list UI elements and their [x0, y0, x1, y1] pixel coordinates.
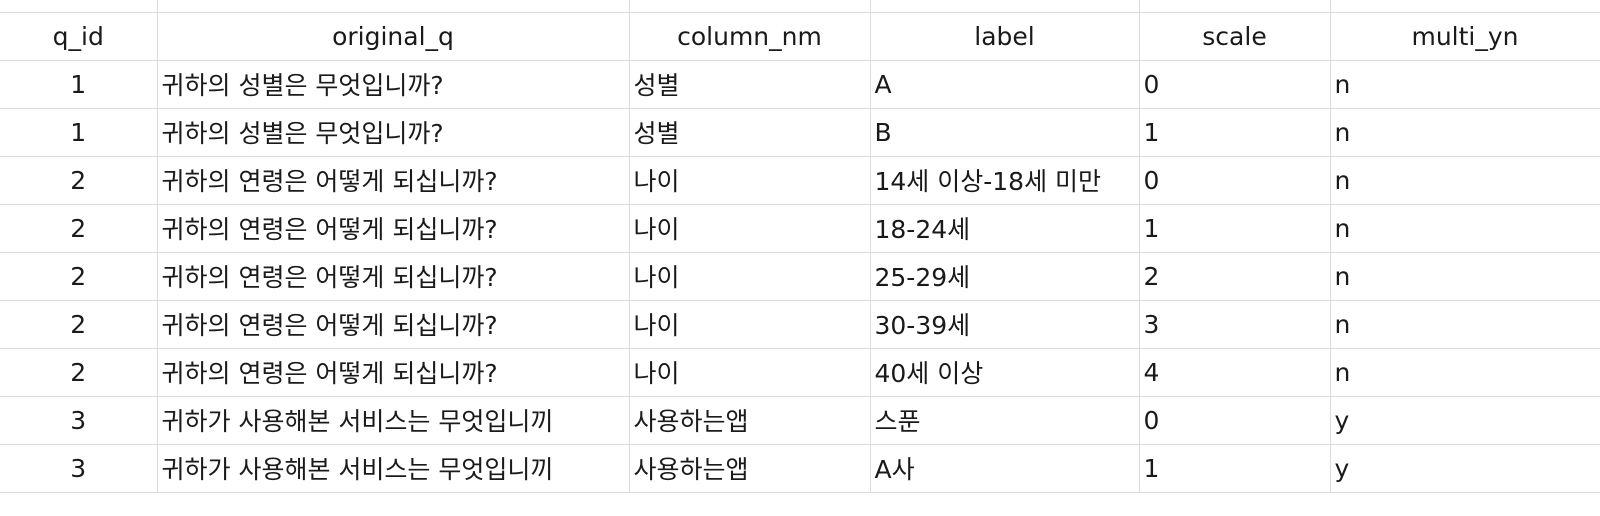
cell-scale[interactable]: 1	[1139, 444, 1331, 493]
cell[interactable]	[870, 0, 1140, 13]
cell-q-id[interactable]: 2	[0, 300, 158, 349]
partial-row	[0, 0, 1600, 13]
cell-scale[interactable]: 1	[1139, 108, 1331, 157]
cell[interactable]	[1139, 0, 1331, 13]
cell-column-nm[interactable]: 성별	[629, 108, 871, 157]
cell-q-id[interactable]: 2	[0, 348, 158, 397]
cell-scale[interactable]: 2	[1139, 252, 1331, 301]
cell-original-q[interactable]: 귀하의 연령은 어떻게 되십니까?	[157, 156, 630, 205]
cell-column-nm[interactable]: 나이	[629, 348, 871, 397]
cell-label[interactable]: A	[870, 60, 1140, 109]
table-row: 1 귀하의 성별은 무엇입니까? 성별 B 1 n	[0, 108, 1600, 157]
cell-original-q[interactable]: 귀하의 연령은 어떻게 되십니까?	[157, 300, 630, 349]
table-row: 2 귀하의 연령은 어떻게 되십니까? 나이 25-29세 2 n	[0, 252, 1600, 301]
cell-label[interactable]: 14세 이상-18세 미만	[870, 156, 1140, 205]
cell-scale[interactable]: 4	[1139, 348, 1331, 397]
table-row: 1 귀하의 성별은 무엇입니까? 성별 A 0 n	[0, 60, 1600, 109]
cell-label[interactable]: 18-24세	[870, 204, 1140, 253]
cell-multi-yn[interactable]: n	[1330, 60, 1600, 109]
cell-original-q[interactable]: 귀하의 연령은 어떻게 되십니까?	[157, 348, 630, 397]
cell-original-q[interactable]: 귀하가 사용해본 서비스는 무엇입니끼	[157, 444, 630, 493]
table-row: 2 귀하의 연령은 어떻게 되십니까? 나이 40세 이상 4 n	[0, 348, 1600, 397]
data-table: q_id original_q column_nm label scale mu…	[0, 0, 1600, 493]
table-row: 2 귀하의 연령은 어떻게 되십니까? 나이 18-24세 1 n	[0, 204, 1600, 253]
table-row: 3 귀하가 사용해본 서비스는 무엇입니끼 사용하는앱 A사 1 y	[0, 444, 1600, 493]
cell-original-q[interactable]: 귀하의 성별은 무엇입니까?	[157, 60, 630, 109]
cell-q-id[interactable]: 2	[0, 204, 158, 253]
header-cell-scale[interactable]: scale	[1139, 12, 1331, 61]
header-cell-column-nm[interactable]: column_nm	[629, 12, 871, 61]
cell-label[interactable]: 40세 이상	[870, 348, 1140, 397]
cell-multi-yn[interactable]: n	[1330, 300, 1600, 349]
cell-multi-yn[interactable]: y	[1330, 444, 1600, 493]
cell-column-nm[interactable]: 나이	[629, 300, 871, 349]
cell-column-nm[interactable]: 사용하는앱	[629, 444, 871, 493]
cell-original-q[interactable]: 귀하의 성별은 무엇입니까?	[157, 108, 630, 157]
cell-original-q[interactable]: 귀하의 연령은 어떻게 되십니까?	[157, 252, 630, 301]
cell-original-q[interactable]: 귀하의 연령은 어떻게 되십니까?	[157, 204, 630, 253]
table-row: 2 귀하의 연령은 어떻게 되십니까? 나이 30-39세 3 n	[0, 300, 1600, 349]
cell-multi-yn[interactable]: n	[1330, 348, 1600, 397]
cell-label[interactable]: 스푼	[870, 396, 1140, 445]
cell[interactable]	[0, 0, 158, 13]
cell-original-q[interactable]: 귀하가 사용해본 서비스는 무엇입니끼	[157, 396, 630, 445]
cell-column-nm[interactable]: 나이	[629, 156, 871, 205]
header-cell-label[interactable]: label	[870, 12, 1140, 61]
cell-label[interactable]: A사	[870, 444, 1140, 493]
cell-q-id[interactable]: 2	[0, 156, 158, 205]
header-cell-multi-yn[interactable]: multi_yn	[1330, 12, 1600, 61]
table-row: 3 귀하가 사용해본 서비스는 무엇입니끼 사용하는앱 스푼 0 y	[0, 396, 1600, 445]
cell-q-id[interactable]: 1	[0, 60, 158, 109]
cell-q-id[interactable]: 3	[0, 396, 158, 445]
cell[interactable]	[157, 0, 630, 13]
cell-column-nm[interactable]: 성별	[629, 60, 871, 109]
cell-q-id[interactable]: 3	[0, 444, 158, 493]
cell-multi-yn[interactable]: n	[1330, 156, 1600, 205]
header-row: q_id original_q column_nm label scale mu…	[0, 12, 1600, 61]
cell-scale[interactable]: 0	[1139, 396, 1331, 445]
cell[interactable]	[629, 0, 871, 13]
cell-multi-yn[interactable]: n	[1330, 252, 1600, 301]
cell-label[interactable]: 25-29세	[870, 252, 1140, 301]
cell-q-id[interactable]: 1	[0, 108, 158, 157]
cell-multi-yn[interactable]: n	[1330, 204, 1600, 253]
cell-q-id[interactable]: 2	[0, 252, 158, 301]
cell-column-nm[interactable]: 나이	[629, 204, 871, 253]
cell-label[interactable]: B	[870, 108, 1140, 157]
header-cell-original-q[interactable]: original_q	[157, 12, 630, 61]
cell-label[interactable]: 30-39세	[870, 300, 1140, 349]
cell-scale[interactable]: 0	[1139, 60, 1331, 109]
cell[interactable]	[1330, 0, 1600, 13]
cell-multi-yn[interactable]: n	[1330, 108, 1600, 157]
cell-column-nm[interactable]: 사용하는앱	[629, 396, 871, 445]
cell-scale[interactable]: 0	[1139, 156, 1331, 205]
table-row: 2 귀하의 연령은 어떻게 되십니까? 나이 14세 이상-18세 미만 0 n	[0, 156, 1600, 205]
cell-scale[interactable]: 3	[1139, 300, 1331, 349]
cell-column-nm[interactable]: 나이	[629, 252, 871, 301]
cell-multi-yn[interactable]: y	[1330, 396, 1600, 445]
cell-scale[interactable]: 1	[1139, 204, 1331, 253]
header-cell-q-id[interactable]: q_id	[0, 12, 158, 61]
